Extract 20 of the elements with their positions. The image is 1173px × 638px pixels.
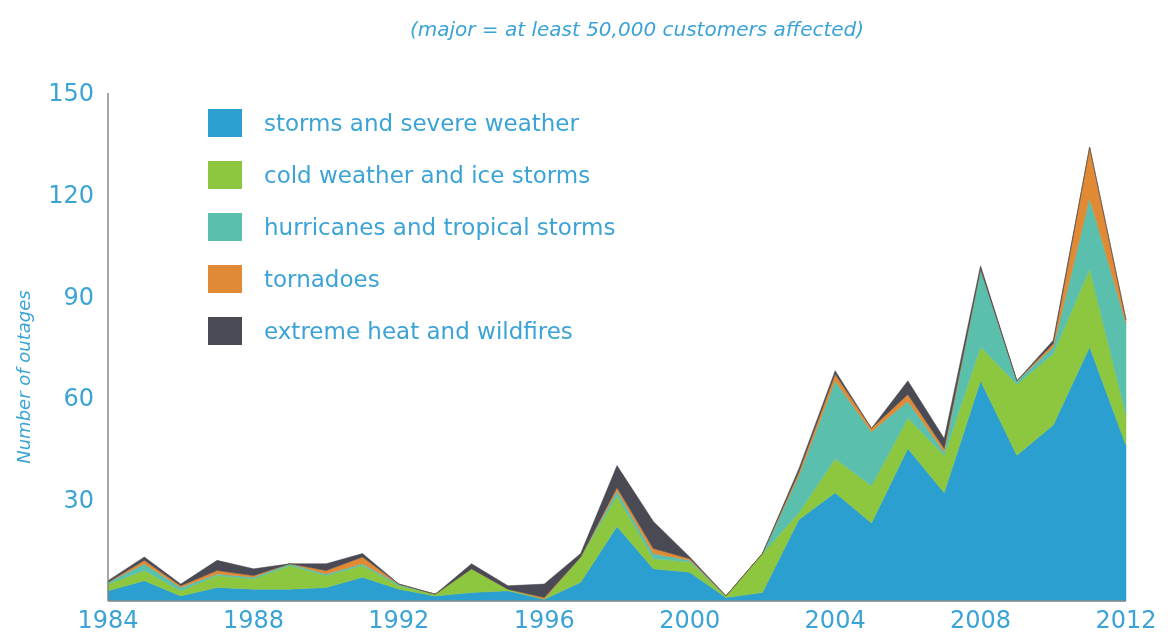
x-tick-label: 1996 <box>513 606 575 634</box>
x-tick-label: 2012 <box>1095 606 1157 634</box>
y-tick-label: 150 <box>48 79 94 108</box>
y-tick-label: 90 <box>63 282 94 311</box>
x-tick-label: 1992 <box>368 606 430 634</box>
y-tick-label: 60 <box>63 384 94 413</box>
chart-subtitle: (major = at least 50,000 customers affected) <box>409 17 865 41</box>
legend-label: extreme heat and wildfires <box>264 318 573 345</box>
x-tick-label: 2004 <box>804 606 866 634</box>
legend-label: hurricanes and tropical storms <box>264 214 616 241</box>
legend-label: cold weather and ice storms <box>264 162 591 189</box>
x-tick-label: 1984 <box>77 606 139 634</box>
x-tick-label: 2000 <box>659 606 721 634</box>
y-tick-label: 120 <box>48 181 94 209</box>
y-tick-label: 30 <box>63 485 94 514</box>
x-tick-label: 1988 <box>222 606 284 634</box>
legend-label: storms and severe weather <box>264 110 580 137</box>
y-axis-title: Number of outages <box>13 290 34 464</box>
legend-label: tornadoes <box>264 266 380 293</box>
x-tick-label: 2008 <box>950 606 1012 634</box>
